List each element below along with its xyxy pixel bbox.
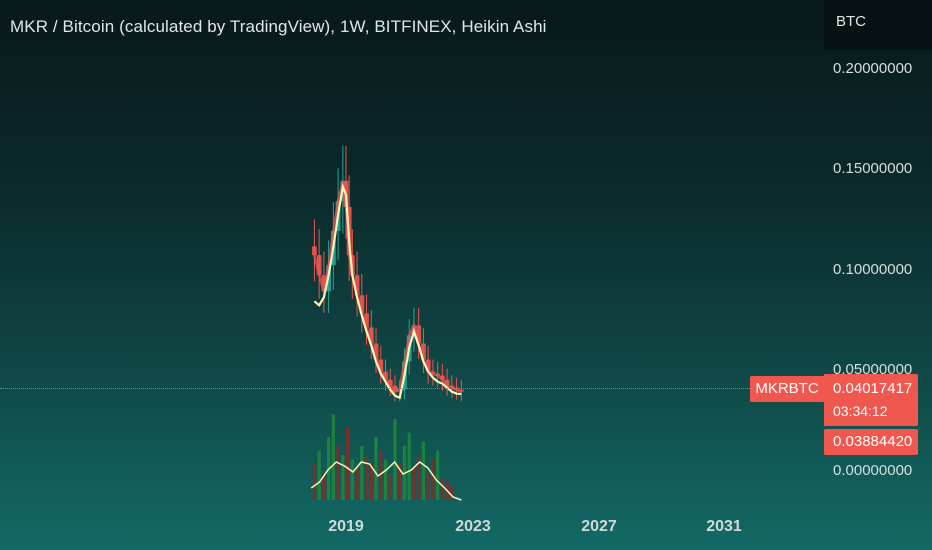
candle-body [421, 343, 426, 360]
y-tick-label: 0.15000000 [833, 160, 913, 177]
candle-body [383, 371, 388, 380]
candle-body [312, 246, 317, 256]
candle-body [425, 359, 431, 372]
volume-bar [388, 473, 392, 500]
candle-body [439, 375, 445, 380]
volume-bar [383, 459, 388, 500]
moving-average-badge[interactable]: 0.03884420 [824, 429, 918, 455]
y-tick-label: 0.10000000 [833, 261, 913, 278]
x-tick-label: 2019 [328, 518, 364, 535]
candle-body [444, 379, 450, 386]
volume-bar [317, 450, 321, 500]
x-tick-label: 2031 [706, 518, 742, 535]
volume-bar [412, 468, 416, 500]
bar-countdown: 03:34:12 [833, 403, 888, 419]
candle-body [364, 313, 369, 328]
volume-bar [374, 437, 378, 500]
volume-bar [379, 450, 383, 500]
volume-bar [421, 441, 426, 500]
moving-average-value: 0.03884420 [833, 433, 913, 450]
candle-body [387, 379, 393, 386]
volume-bar [431, 459, 435, 500]
candle-body [316, 255, 322, 276]
volume-bar [436, 450, 440, 500]
x-tick-label: 2027 [581, 518, 617, 535]
volume-bar [426, 473, 430, 500]
volume-bar [398, 464, 402, 500]
last-price-line [0, 388, 824, 389]
volume-bar [393, 419, 397, 500]
last-price: 0.04017417 [833, 380, 913, 397]
candle-body [359, 295, 365, 314]
volume-bar [355, 468, 359, 500]
candle-body [321, 275, 327, 292]
volume-bar [312, 464, 316, 500]
volume-bar [407, 432, 411, 500]
volume-bar [345, 428, 350, 500]
y-tick-label: 0.20000000 [833, 60, 913, 77]
candle-body [368, 327, 374, 344]
volume-bar [417, 455, 421, 500]
symbol-badge[interactable]: MKRBTC [750, 376, 824, 402]
candle-body [378, 359, 384, 372]
volume-ma-line [310, 460, 462, 501]
currency-label: BTC [836, 13, 866, 30]
volume-bar [369, 464, 373, 500]
volume-bar [341, 455, 345, 500]
currency-box[interactable]: BTC [824, 0, 932, 50]
candle-body [373, 343, 379, 360]
x-tick-label: 2023 [455, 518, 491, 535]
volume-bar [336, 446, 340, 500]
moving-average-line [313, 182, 462, 400]
volume-bar [440, 477, 444, 500]
candle-body [354, 275, 360, 296]
volume-bar [360, 446, 364, 500]
y-tick-label: 0.05000000 [833, 361, 913, 378]
y-tick-label: 0.00000000 [833, 462, 913, 479]
volume-bar [331, 414, 335, 500]
volume-bar [450, 486, 454, 500]
volume-bar [350, 459, 354, 500]
price-close-line [313, 180, 462, 394]
candle-body [416, 325, 422, 344]
chart-title: MKR / Bitcoin (calculated by TradingView… [10, 17, 547, 36]
volume-bar [364, 455, 369, 500]
volume-bar [322, 473, 326, 500]
last-price-badge[interactable]: 0.04017417 03:34:12 [824, 374, 918, 426]
